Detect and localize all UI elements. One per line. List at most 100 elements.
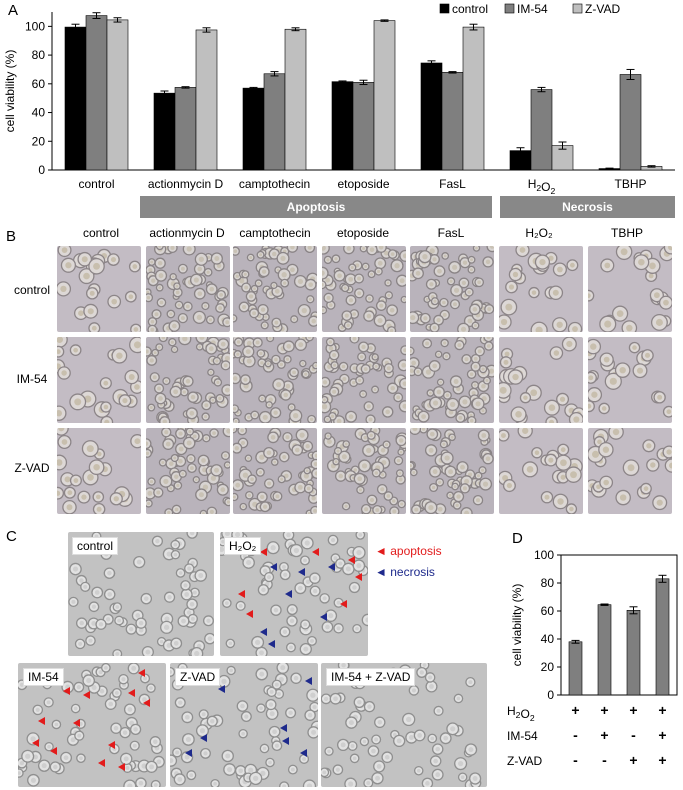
- y-tick-label: 60: [541, 604, 555, 618]
- micrograph-tile: [322, 246, 406, 332]
- table-mark: -: [602, 752, 607, 768]
- micrograph-tile: [588, 337, 672, 423]
- bar: [242, 87, 265, 171]
- necrosis-arrowhead: [218, 685, 225, 693]
- micrograph-image: [146, 337, 230, 423]
- micrograph-tile: [57, 428, 141, 514]
- bar: [619, 74, 642, 171]
- micrograph-tile: [233, 246, 317, 332]
- apoptosis-arrowhead: [246, 610, 253, 618]
- table-mark: +: [600, 702, 608, 718]
- necrosis-arrowhead: [268, 640, 275, 648]
- table-mark: -: [631, 727, 636, 743]
- apoptosis-arrowhead: [118, 763, 125, 771]
- micrograph-image: [322, 246, 406, 332]
- c-label-control: control: [72, 537, 119, 555]
- necrosis-arrowhead: [185, 749, 192, 757]
- group-label-necrosis: Necrosis: [562, 200, 613, 214]
- micrograph-tile: [57, 337, 141, 423]
- necrosis-label: necrosis: [390, 565, 435, 579]
- micrograph-tile: [499, 428, 583, 514]
- y-tick-label: 100: [25, 19, 45, 33]
- micrograph-tile: [233, 428, 317, 514]
- bar: [373, 20, 396, 171]
- micrograph-panel: [170, 663, 318, 787]
- micrograph-tile: [499, 337, 583, 423]
- apoptosis-arrowhead: [73, 719, 80, 727]
- necrosis-arrow-icon: ◄: [375, 565, 387, 579]
- necrosis-arrowhead: [270, 563, 277, 571]
- c-legend-apoptosis: ◄ apoptosis: [375, 544, 442, 558]
- micrograph-tile: [410, 337, 494, 423]
- micrograph-image: [322, 337, 406, 423]
- micrograph-image: [233, 337, 317, 423]
- necrosis-arrowhead: [282, 737, 289, 745]
- y-tick-label: 40: [32, 106, 46, 120]
- apoptosis-arrowhead: [143, 699, 150, 707]
- chart-a: 0 20 40 60 80 100 cell viability (%) control act…: [3, 2, 675, 196]
- apoptosis-arrow-icon: ◄: [375, 544, 387, 558]
- micrograph-image: [170, 663, 318, 787]
- apoptosis-arrowhead: [108, 741, 115, 749]
- apoptosis-arrowhead: [238, 590, 245, 598]
- b-col-label: TBHP: [610, 226, 643, 240]
- plot-frame: [560, 554, 678, 696]
- apoptosis-arrowhead: [63, 687, 70, 695]
- micrograph-tile: [322, 428, 406, 514]
- necrosis-arrowhead: [260, 628, 267, 636]
- necrosis-arrowhead: [328, 563, 335, 571]
- bar: [441, 72, 464, 171]
- b-row-label: Z-VAD: [14, 461, 50, 475]
- micrograph-image: [146, 428, 230, 514]
- micrograph-image: [410, 337, 494, 423]
- y-axis-label: cell viability (%): [3, 50, 17, 133]
- micrograph-tile: [57, 246, 141, 332]
- table-row-label: H2O2: [507, 704, 535, 723]
- micrograph-tile: [146, 428, 230, 514]
- apoptosis-arrowhead: [38, 717, 45, 725]
- legend-label: IM-54: [517, 2, 548, 16]
- apoptosis-arrowhead: [312, 548, 319, 556]
- necrosis-arrowhead: [298, 568, 305, 576]
- micrograph-image: [499, 428, 583, 514]
- x-tick-label: camptothecin: [239, 177, 310, 191]
- table-mark: +: [629, 702, 637, 718]
- b-col-label: control: [82, 226, 120, 240]
- apoptosis-arrowhead: [128, 689, 135, 697]
- bar: [195, 29, 218, 171]
- bar: [284, 28, 307, 171]
- table-mark: -: [573, 752, 578, 768]
- micrograph-image: [588, 246, 672, 332]
- necrosis-arrowhead: [320, 613, 327, 621]
- micrograph-image: [588, 337, 672, 423]
- bar: [153, 92, 176, 171]
- b-col-label: etoposide: [336, 226, 390, 240]
- bar: [331, 81, 354, 171]
- y-tick-label: 60: [32, 77, 46, 91]
- y-axis-label: cell viability (%): [510, 584, 524, 667]
- legend-label: Z-VAD: [585, 2, 620, 16]
- micrograph-panel: [18, 663, 166, 787]
- y-tick-label: 0: [547, 688, 554, 702]
- group-bar-apoptosis: Apoptosis: [140, 196, 492, 218]
- micrograph-tile: [588, 428, 672, 514]
- micrograph-tile: [322, 337, 406, 423]
- apoptosis-arrowhead: [355, 573, 362, 581]
- necrosis-arrowhead: [200, 734, 207, 742]
- micrograph-image: [18, 663, 166, 787]
- bar: [597, 604, 612, 696]
- panel-letter-d: D: [512, 530, 523, 547]
- micrograph-tile: [410, 246, 494, 332]
- micrograph-image: [220, 532, 368, 656]
- bar: [420, 62, 443, 171]
- micrograph-tile: [146, 337, 230, 423]
- group-bar-necrosis: Necrosis: [500, 196, 675, 218]
- x-tick-label: control: [78, 177, 114, 191]
- necrosis-arrowhead: [280, 724, 287, 732]
- legend-swatch: [504, 3, 515, 14]
- table-mark: +: [658, 727, 666, 743]
- micrograph-image: [233, 246, 317, 332]
- table-mark: +: [658, 702, 666, 718]
- y-tick-label: 100: [534, 548, 554, 562]
- c-label-im54-zvad: IM-54 + Z-VAD: [326, 668, 416, 686]
